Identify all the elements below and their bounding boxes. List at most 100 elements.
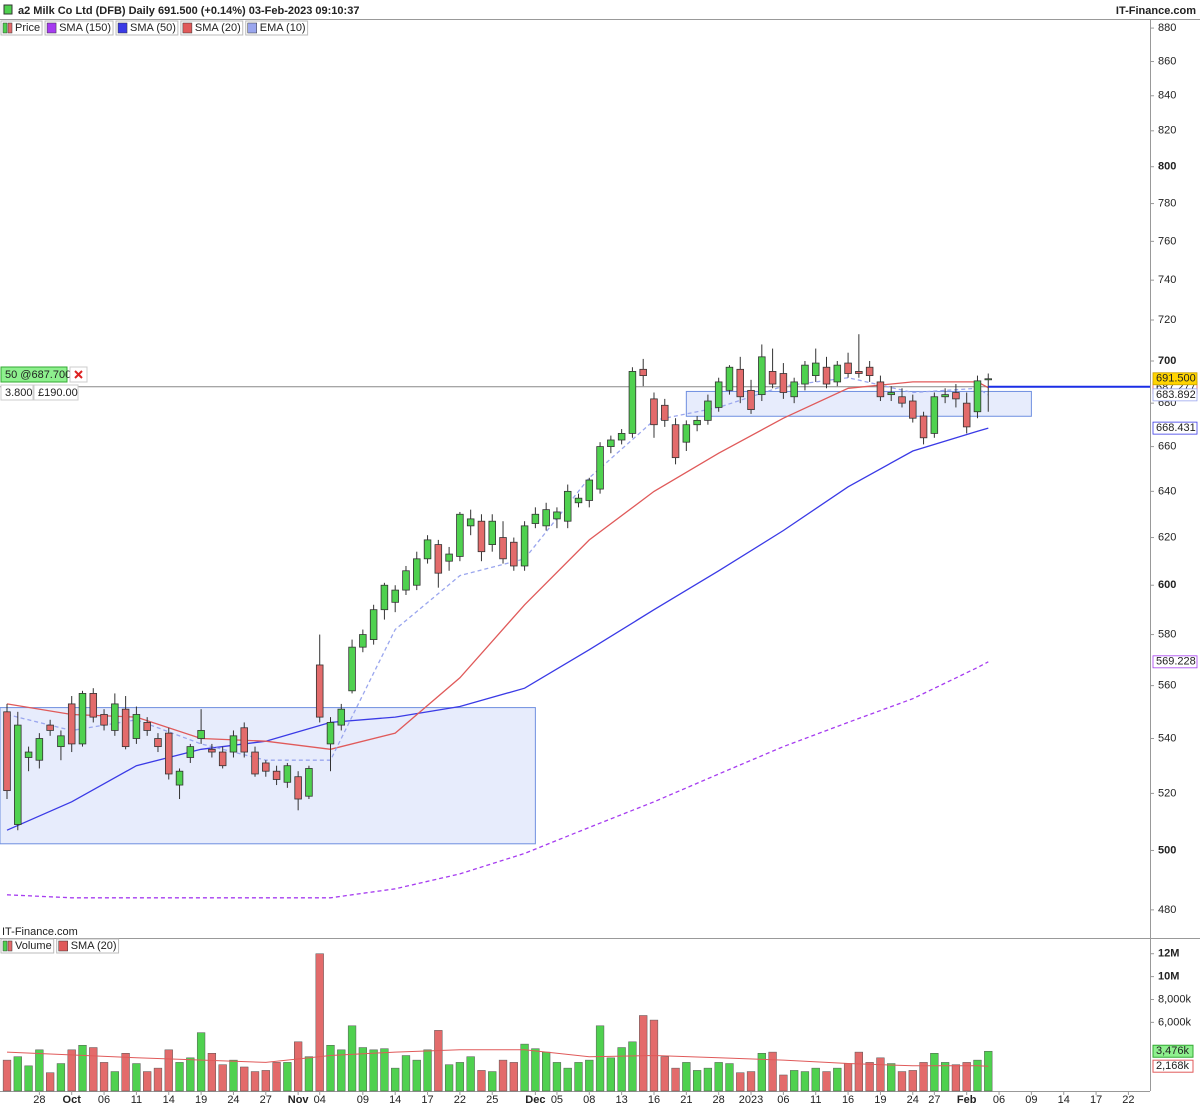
x-tick-label: 28 (33, 1094, 45, 1106)
volume-bar (725, 1063, 734, 1092)
candle-body (262, 762, 270, 772)
value-tag: 683.892 (1156, 389, 1196, 401)
legend-label: SMA (150) (59, 22, 111, 34)
candle-body (811, 362, 820, 377)
volume-bar (401, 1055, 411, 1092)
candle-body (197, 730, 205, 739)
legend-swatch (2, 940, 8, 952)
watermark: IT-Finance.com (2, 926, 78, 938)
candle-body (833, 364, 842, 383)
y-tick-label: 6,000k (1158, 1016, 1192, 1028)
candle-body (337, 708, 346, 726)
legend-item[interactable] (56, 938, 120, 954)
legend-item[interactable] (0, 938, 55, 954)
y-tick-label: 10M (1158, 971, 1179, 983)
y-tick-label: 600 (1158, 579, 1176, 591)
candle-body (639, 368, 647, 377)
x-tick-label: 27 (260, 1094, 272, 1106)
value-tag: 668.431 (1156, 422, 1196, 434)
candle-body (165, 732, 173, 775)
volume-bar (240, 1066, 249, 1092)
candle-body (650, 398, 658, 426)
candle-body (466, 518, 475, 527)
volume-bar (897, 1071, 907, 1092)
y-tick-label: 860 (1158, 55, 1176, 67)
volume-bar (218, 1064, 227, 1092)
volume-bar (811, 1067, 820, 1092)
volume-bar (854, 1051, 863, 1092)
volume-bar (962, 1062, 971, 1092)
volume-bar (628, 1041, 637, 1092)
candle-body (725, 366, 734, 391)
value-tag-box (1152, 1059, 1194, 1073)
volume-bar (509, 1062, 518, 1092)
candle-body (876, 381, 885, 398)
y-tick-label: 500 (1158, 844, 1176, 856)
candle-body (822, 366, 831, 385)
candle-body (952, 392, 960, 400)
x-tick-label: 19 (195, 1094, 207, 1106)
legend-item[interactable] (115, 20, 179, 36)
value-tag: 691.500 (1156, 373, 1196, 385)
candle-body (617, 433, 626, 441)
x-tick-label: 25 (486, 1094, 498, 1106)
volume-bar (822, 1071, 831, 1092)
candle-body (488, 520, 496, 545)
y-tick-label: 780 (1158, 197, 1176, 209)
volume-bar (682, 1062, 691, 1092)
x-tick-label: Oct (63, 1094, 82, 1106)
volume-bar (703, 1067, 713, 1092)
x-tick-label: 14 (1058, 1094, 1070, 1106)
legend-swatch (2, 22, 8, 34)
x-tick-label: 05 (551, 1094, 563, 1106)
candle-body (747, 389, 755, 410)
y-tick-label: 660 (1158, 440, 1176, 452)
candle-body (89, 693, 98, 718)
volume-bar (617, 1047, 626, 1092)
candle-body (456, 513, 464, 557)
x-tick-label: 16 (842, 1094, 854, 1106)
candle-body (898, 396, 906, 404)
candle-body (315, 664, 324, 718)
candle-body (779, 373, 788, 393)
candle-body (175, 770, 184, 786)
candle-body (272, 770, 281, 780)
x-tick-label: 22 (454, 1094, 466, 1106)
volume-bar (639, 1015, 648, 1092)
candle-body (305, 768, 313, 797)
volume-bar (2, 1059, 12, 1092)
zone (0, 707, 536, 845)
legend-item[interactable] (44, 20, 114, 36)
y-tick-label: 560 (1158, 680, 1176, 692)
legend-label: EMA (10) (260, 22, 306, 34)
candle-body (100, 714, 108, 726)
legend-item[interactable] (180, 20, 244, 36)
candle-body (78, 693, 87, 745)
volume-bar (153, 1067, 163, 1092)
x-tick-label: Nov (288, 1094, 310, 1106)
volume-bar (714, 1062, 723, 1092)
legend-item[interactable] (245, 20, 309, 36)
volume-bar (337, 1049, 346, 1092)
volume-bar (520, 1043, 529, 1092)
candle-body (563, 490, 572, 522)
value-tag-box (1152, 655, 1198, 669)
volume-bar (736, 1072, 745, 1092)
candle-body (14, 724, 22, 825)
x-tick-label: 28 (713, 1094, 725, 1106)
volume-bar (304, 1056, 314, 1092)
y-tick-label: 880 (1158, 22, 1176, 34)
volume-bar (887, 1063, 896, 1092)
candle-body (510, 541, 518, 567)
candle-body (682, 424, 691, 443)
candle-body (413, 558, 421, 586)
candle-body (844, 362, 852, 374)
y-tick-label: 12M (1158, 948, 1179, 960)
x-tick-label: 06 (98, 1094, 110, 1106)
candle-body (542, 509, 550, 527)
value-tag: 569.228 (1156, 656, 1196, 668)
x-tick-label: 08 (583, 1094, 595, 1106)
y-tick-label: 820 (1158, 125, 1176, 137)
legend-item[interactable] (0, 20, 43, 36)
volume-bar (56, 1063, 66, 1092)
